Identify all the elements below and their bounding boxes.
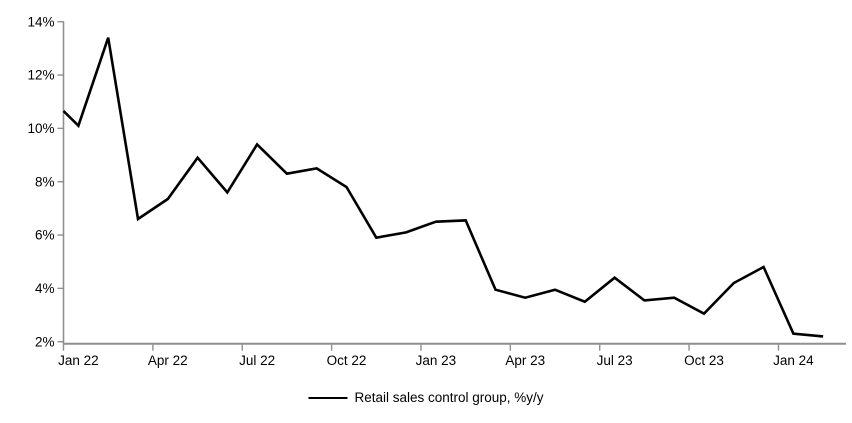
y-axis-tick-label: 8% (35, 174, 55, 189)
y-axis-tick-label: 14% (27, 14, 54, 29)
x-axis-tick-label: Apr 23 (505, 353, 545, 368)
x-axis-tick-label: Oct 22 (327, 353, 367, 368)
legend: Retail sales control group, %y/y (308, 390, 544, 405)
retail-sales-line-series (62, 37, 824, 338)
y-axis-tick-label: 12% (27, 68, 54, 83)
y-axis-tick-label: 4% (35, 281, 55, 296)
x-axis-tick-label: Apr 22 (148, 353, 188, 368)
x-axis-tick-label: Oct 23 (684, 353, 724, 368)
x-axis-tick-label: Jan 23 (416, 353, 457, 368)
legend-line-swatch (308, 396, 348, 399)
legend-series-label: Retail sales control group, %y/y (354, 390, 544, 405)
x-axis-tick-label: Jul 22 (239, 353, 275, 368)
x-axis-tick-label: Jan 24 (773, 353, 814, 368)
y-axis-tick-label: 10% (27, 121, 54, 136)
y-axis-tick-label: 2% (35, 334, 55, 349)
x-axis-tick-label: Jan 22 (58, 353, 99, 368)
x-axis-tick-label: Jul 23 (597, 353, 633, 368)
y-axis-tick-label: 6% (35, 228, 55, 243)
